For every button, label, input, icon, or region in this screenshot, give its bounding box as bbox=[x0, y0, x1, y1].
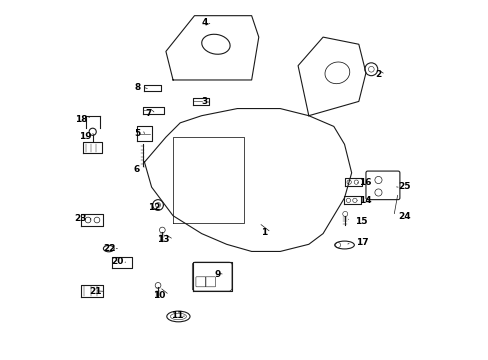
Text: 9: 9 bbox=[214, 270, 220, 279]
Text: 23: 23 bbox=[74, 214, 86, 223]
Text: 1: 1 bbox=[260, 228, 266, 237]
Text: 24: 24 bbox=[397, 212, 410, 221]
Text: 21: 21 bbox=[89, 287, 102, 296]
Text: 22: 22 bbox=[103, 244, 116, 253]
Text: 14: 14 bbox=[358, 196, 371, 205]
Text: 16: 16 bbox=[358, 178, 370, 187]
Text: 5: 5 bbox=[134, 129, 140, 138]
Text: 15: 15 bbox=[354, 217, 367, 226]
Text: 7: 7 bbox=[145, 109, 151, 118]
Text: 10: 10 bbox=[153, 291, 165, 300]
Text: 25: 25 bbox=[397, 182, 410, 191]
Text: 2: 2 bbox=[374, 70, 381, 79]
Text: 6: 6 bbox=[134, 166, 140, 175]
Text: 11: 11 bbox=[170, 311, 183, 320]
Text: 17: 17 bbox=[355, 238, 368, 247]
Text: 18: 18 bbox=[75, 115, 87, 124]
Text: 12: 12 bbox=[148, 203, 161, 212]
Text: 4: 4 bbox=[201, 18, 207, 27]
Text: 3: 3 bbox=[201, 97, 207, 106]
Text: 8: 8 bbox=[134, 83, 141, 92]
Text: 13: 13 bbox=[157, 235, 169, 244]
Text: 19: 19 bbox=[79, 132, 92, 141]
Text: 20: 20 bbox=[112, 257, 124, 266]
